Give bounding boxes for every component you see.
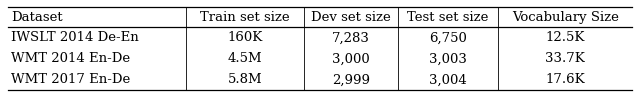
Text: WMT 2017 En-De: WMT 2017 En-De [12,73,131,86]
Text: Vocabulary Size: Vocabulary Size [512,11,619,24]
Text: 5.8M: 5.8M [228,73,262,86]
Text: 3,003: 3,003 [429,52,467,65]
Text: Dataset: Dataset [12,11,63,24]
Text: 3,000: 3,000 [332,52,370,65]
Text: 33.7K: 33.7K [545,52,585,65]
Text: Dev set size: Dev set size [311,11,391,24]
Text: 160K: 160K [227,31,262,44]
Text: 4.5M: 4.5M [228,52,262,65]
Text: 17.6K: 17.6K [545,73,585,86]
Text: 6,750: 6,750 [429,31,467,44]
Text: 3,004: 3,004 [429,73,467,86]
Text: Test set size: Test set size [408,11,489,24]
Text: 7,283: 7,283 [332,31,370,44]
Text: 2,999: 2,999 [332,73,370,86]
Text: WMT 2014 En-De: WMT 2014 En-De [12,52,131,65]
Text: IWSLT 2014 De-En: IWSLT 2014 De-En [12,31,139,44]
Text: Train set size: Train set size [200,11,290,24]
Text: 12.5K: 12.5K [545,31,585,44]
